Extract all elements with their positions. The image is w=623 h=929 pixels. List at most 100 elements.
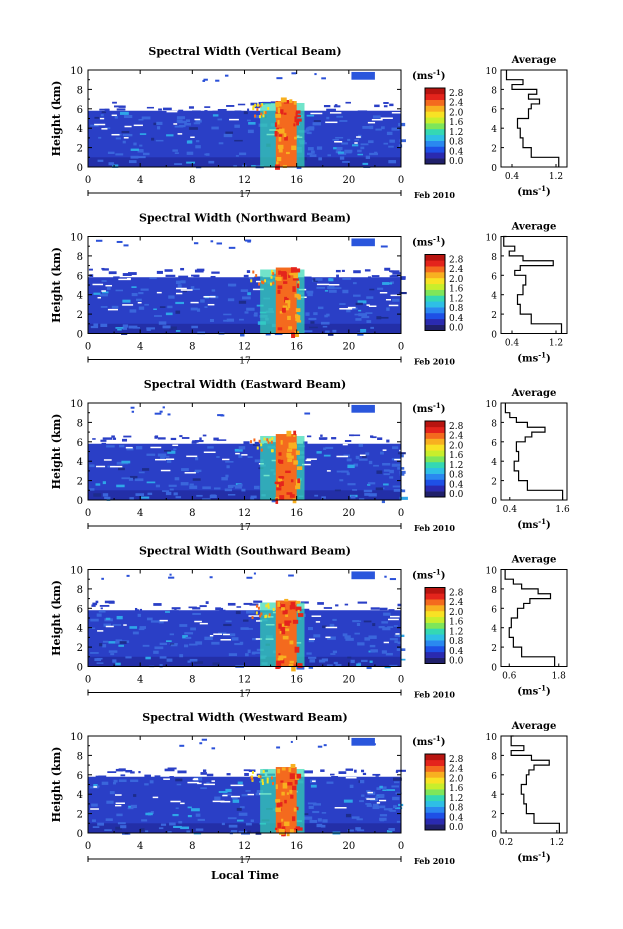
heatmap-cell [296,118,302,122]
heatmap-cell [165,611,170,613]
heatmap-cell [116,240,123,243]
heatmap-gap [150,446,162,449]
heatmap-cell [238,812,248,816]
heatmap-cell [131,292,138,297]
heatmap-cell [294,646,300,653]
heatmap-cell [357,330,361,333]
heatmap-cell [283,308,289,311]
heatmap-cell [256,103,259,107]
heatmap-lower-band [88,823,401,833]
heatmap-cell [346,472,350,476]
heatmap-cell [307,147,314,151]
heatmap-cell [346,458,352,462]
heatmap-cell [304,412,311,415]
heatmap-cell [209,318,214,322]
colorbar-tick-label: 0.4 [449,147,464,157]
heatmap-cell [96,785,100,788]
heatmap-cell [379,818,385,822]
colorbar-segment [425,88,445,95]
heatmap-cell [385,652,393,656]
colorbar-frame [424,420,446,498]
heatmap-cell [288,274,291,278]
colorbar-tick-label: 1.2 [449,627,463,637]
heatmap-cell [253,485,260,490]
colorbar-tick-label: 0.0 [449,324,464,334]
heatmap-cell [236,819,244,822]
heatmap-gap [192,778,199,781]
heatmap-cell [295,826,301,831]
heatmap-cell [158,108,162,111]
heatmap-cell [200,772,207,775]
heatmap-cell [361,794,365,797]
colorbar-tick-label: 2.8 [449,422,464,432]
heatmap-cell [142,468,150,471]
heatmap-cell [261,103,264,107]
heatmap-cell [318,437,328,440]
heatmap-cell [277,478,283,482]
heatmap-cell [336,470,342,473]
heatmap-cell [307,802,317,805]
heatmap-cell [393,488,403,492]
heatmap-cell [332,650,338,654]
heatmap-cell [206,773,214,777]
heatmap-cell [279,495,285,500]
heatmap-cell [286,792,289,795]
colorbar-segment [425,456,445,463]
colorbar-segment [425,765,445,772]
heatmap-cell [389,270,394,273]
heatmap-cell [349,784,354,788]
date-month-year: Feb 2010 [414,357,455,367]
heatmap-cell [284,136,288,141]
heatmap-cell [383,102,389,104]
heatmap-cell [246,270,251,273]
heatmap-gap [342,443,348,446]
heatmap-cell [149,277,157,280]
heatmap-cell [191,288,200,291]
heatmap-cell [164,269,173,272]
heatmap-cell [289,272,295,276]
heatmap-cell [335,664,342,667]
heatmap-cell [88,268,93,271]
heatmap-cell [213,487,221,490]
heatmap-cell [357,149,362,153]
heatmap-cell [129,626,138,629]
heatmap-cell [324,290,329,292]
heatmap-cell [242,619,249,622]
heatmap-cell [279,311,283,314]
heatmap-cell [359,800,364,803]
heatmap-gap [190,136,195,138]
heatmap-cell [274,122,277,127]
heatmap-cell [244,239,252,242]
heatmap-cell [139,626,147,629]
heatmap-cell [112,164,119,168]
heatmap-cell [365,155,371,159]
heatmap-field [88,737,406,837]
heatmap-cell [113,276,120,279]
profile-y-tick-label: 2 [491,811,497,821]
heatmap-cell [264,111,267,115]
heatmap-cell [227,602,236,606]
heatmap-cell [275,113,281,118]
heatmap-cell [323,607,333,609]
heatmap-cell [313,312,318,316]
y-axis-label: Height (km) [50,247,63,323]
heatmap-cell [389,664,398,667]
heatmap-cell [389,578,397,581]
heatmap-gap [354,142,358,144]
heatmap-cell [107,151,115,155]
heatmap-cell [223,313,232,316]
heatmap-cell [224,488,233,492]
heatmap-gap [395,633,400,635]
heatmap-cell [295,112,298,118]
heatmap-cell [288,326,293,330]
heatmap-cell [190,286,195,289]
profile-y-tick-label: 6 [491,605,497,615]
heatmap-cell [333,147,337,150]
heatmap-cell [373,115,381,119]
x-tick-label: 0 [398,508,404,519]
x-tick-label: 0 [85,342,91,353]
heatmap-gap [103,459,112,461]
colorbar-tick-label: 1.6 [449,118,464,128]
heatmap-cell [279,630,283,634]
panel-1: Spectral Width (Vertical Beam) 0 2 4 6 8 10 Hei… [50,45,568,200]
